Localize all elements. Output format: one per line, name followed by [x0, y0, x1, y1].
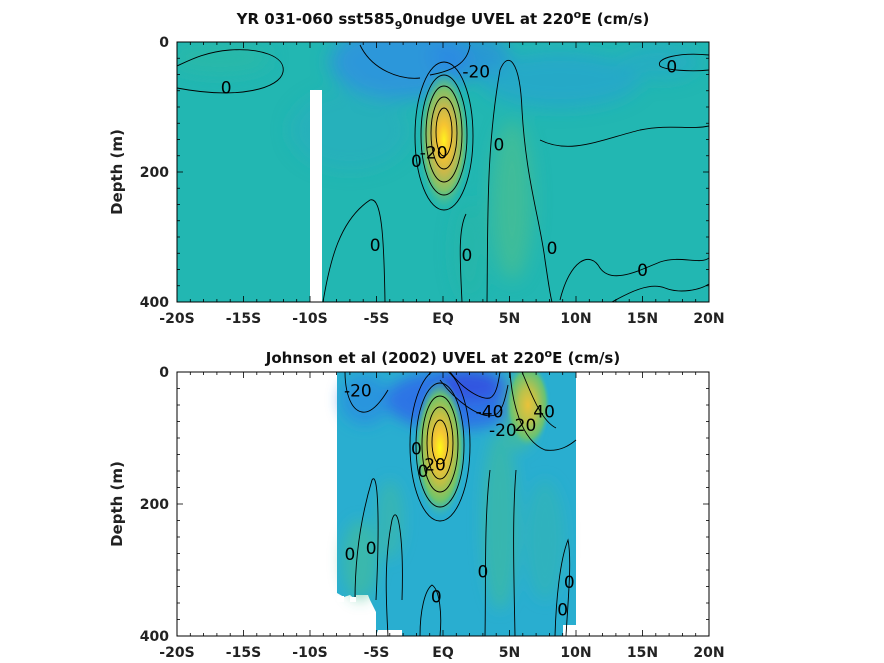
x-tick-label: 15N — [627, 311, 658, 327]
x-tick-label: 5N — [499, 311, 520, 327]
contour-label: 0 — [431, 587, 442, 607]
y-tick-label: 400 — [140, 629, 169, 645]
contour-label: 0 — [366, 539, 377, 559]
chart-title: YR 031-060 sst58590nudge UVEL at 220oE (… — [236, 8, 650, 32]
x-tick-label: -5S — [364, 311, 390, 327]
x-tick-label: -5S — [364, 645, 390, 661]
contour-label: -40 — [476, 403, 504, 423]
x-tick-label: -15S — [226, 645, 261, 661]
x-tick-label: EQ — [432, 311, 454, 327]
x-tick-label: 10N — [560, 645, 591, 661]
y-tick-label: 0 — [159, 35, 169, 51]
x-tick-label: EQ — [432, 645, 454, 661]
x-tick-label: 15N — [627, 645, 658, 661]
contour-label: 0 — [666, 58, 677, 78]
y-tick-label: 200 — [140, 165, 169, 181]
contour-label: -20 — [489, 421, 517, 441]
contour-label: 0 — [221, 79, 232, 99]
contour-label: -20 — [462, 62, 490, 82]
y-tick-label: 400 — [140, 295, 169, 311]
contour-label: 0 — [557, 601, 568, 621]
contour-label: 20 — [424, 455, 446, 475]
y-tick-label: 200 — [140, 497, 169, 513]
contour-label: 0 — [547, 239, 558, 259]
x-tick-label: 5N — [499, 645, 520, 661]
panel-observations: Johnson et al (2002) UVEL at 220oE (cm/s… — [108, 347, 725, 661]
contour-label: -20 — [420, 144, 448, 164]
y-axis-label: Depth (m) — [108, 129, 126, 215]
x-tick-label: 20N — [693, 645, 724, 661]
contour-label: 0 — [462, 246, 473, 266]
chart-title: Johnson et al (2002) UVEL at 220oE (cm/s… — [265, 347, 620, 367]
heatmap-field — [177, 42, 709, 302]
contour-label: 0 — [344, 545, 355, 565]
contour-label: 0 — [411, 440, 422, 460]
contour-label: 40 — [533, 403, 555, 423]
contour-label: 0 — [411, 152, 422, 172]
y-tick-label: 0 — [159, 365, 169, 381]
axis-ticks: -20S -15S -10S -5S EQ 5N 10N 15N 20N 0 200 400 — [140, 35, 725, 327]
contour-label: 0 — [493, 136, 504, 156]
contour-label: 20 — [515, 416, 537, 436]
y-axis-label: Depth (m) — [108, 461, 126, 547]
heatmap-field — [337, 372, 577, 636]
contour-label: -20 — [344, 381, 372, 401]
x-tick-label: -10S — [292, 645, 327, 661]
x-tick-label: 10N — [560, 311, 591, 327]
contour-label: 0 — [564, 573, 575, 593]
contour-label: 0 — [418, 462, 429, 482]
x-tick-label: -15S — [226, 311, 261, 327]
contour-label: 0 — [477, 562, 488, 582]
x-tick-label: -20S — [159, 311, 194, 327]
x-tick-label: -10S — [292, 311, 327, 327]
x-tick-label: 20N — [693, 311, 724, 327]
contour-label: 0 — [370, 236, 381, 256]
panel-model: YR 031-060 sst58590nudge UVEL at 220oE (… — [108, 8, 725, 327]
x-tick-label: -20S — [159, 645, 194, 661]
contour-label: 0 — [637, 261, 648, 281]
